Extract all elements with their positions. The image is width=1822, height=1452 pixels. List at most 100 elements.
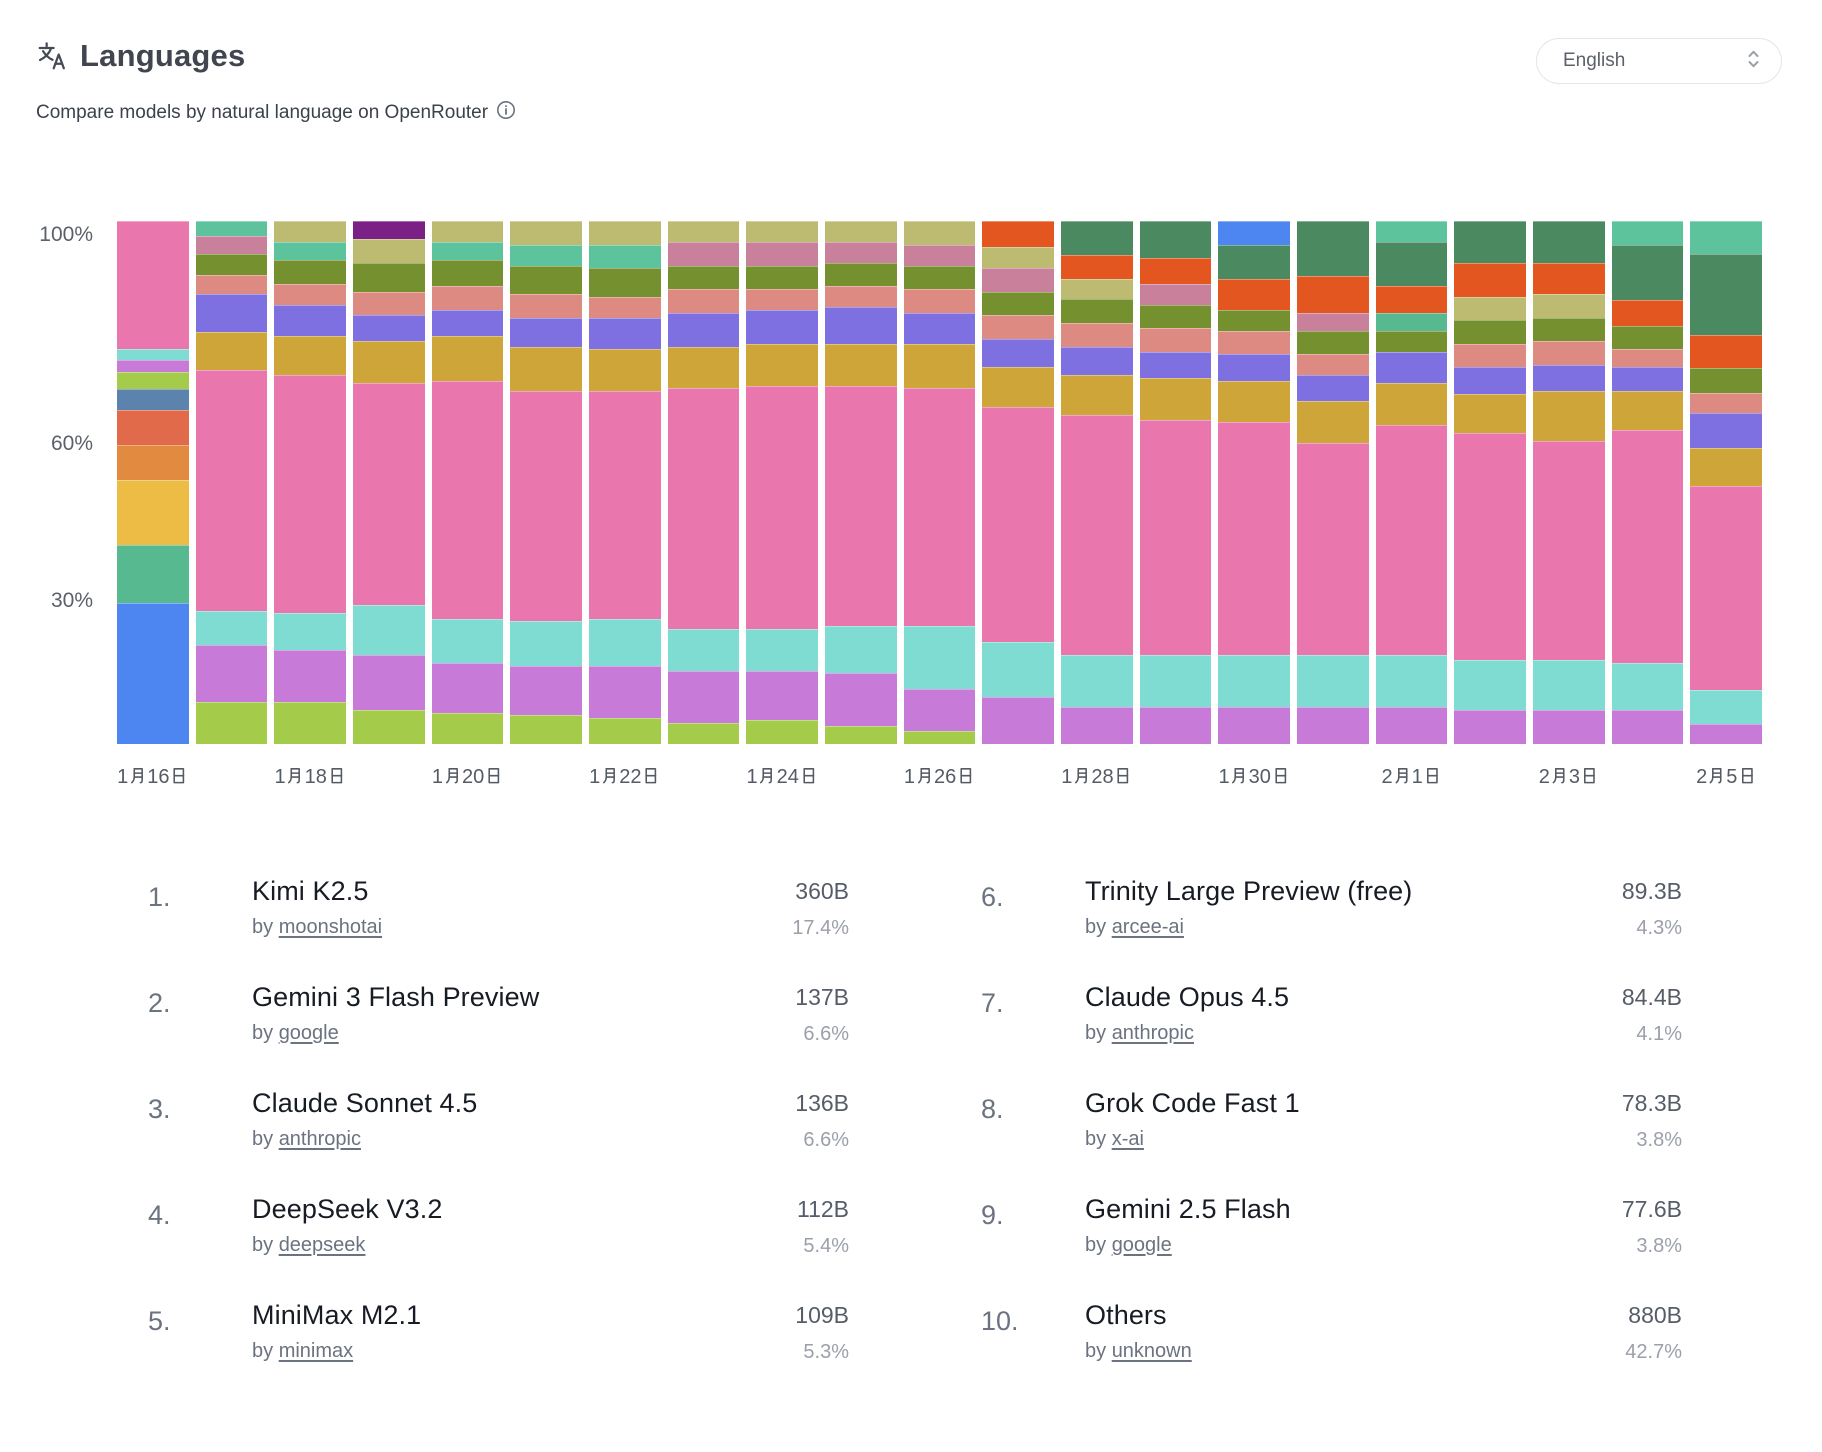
segment-kimi[interactable]: [1061, 221, 1133, 256]
segment-gem3[interactable]: [1690, 448, 1763, 487]
segment-u_chart[interactable]: [510, 715, 583, 744]
model-name[interactable]: Claude Sonnet 4.5: [252, 1088, 478, 1118]
segment-trin[interactable]: [195, 221, 268, 237]
segment-khaki[interactable]: [589, 221, 661, 245]
segment-sonnet[interactable]: [589, 618, 661, 666]
segment-khaki[interactable]: [1061, 278, 1133, 300]
segment-kimi[interactable]: [1454, 221, 1527, 263]
segment-others[interactable]: [825, 385, 897, 627]
provider-link[interactable]: google: [1111, 1234, 1172, 1256]
segment-opus[interactable]: [667, 265, 740, 290]
segment-opus[interactable]: [195, 254, 268, 275]
segment-gem25[interactable]: [1218, 330, 1291, 355]
segment-mm[interactable]: [982, 221, 1055, 248]
segment-sonnet[interactable]: [1061, 655, 1133, 708]
segment-gem3[interactable]: [1297, 401, 1369, 444]
segment-gem25[interactable]: [510, 294, 583, 318]
segment-gem25[interactable]: [1297, 354, 1369, 376]
bar-14[interactable]: [1139, 221, 1212, 744]
segment-sonnet[interactable]: [1611, 662, 1684, 711]
segment-others[interactable]: [510, 391, 583, 622]
segment-others[interactable]: [1454, 432, 1527, 661]
segment-grok[interactable]: [1218, 707, 1291, 744]
segment-grok[interactable]: [431, 662, 504, 713]
segment-sonnet[interactable]: [825, 626, 897, 674]
bar-15[interactable]: [1218, 221, 1291, 744]
segment-others[interactable]: [1139, 419, 1212, 656]
segment-grok[interactable]: [274, 649, 347, 703]
segment-mm[interactable]: [1218, 278, 1291, 310]
segment-mm[interactable]: [1375, 286, 1448, 313]
segment-sonnet[interactable]: [903, 626, 976, 690]
segment-grok[interactable]: [1611, 710, 1684, 744]
segment-khaki[interactable]: [982, 247, 1055, 269]
bar-2[interactable]: [195, 221, 268, 744]
bar-1[interactable]: [117, 221, 189, 744]
segment-gem25[interactable]: [1454, 343, 1527, 368]
segment-others[interactable]: [1061, 414, 1133, 656]
bar-12[interactable]: [982, 221, 1055, 744]
segment-sonnet[interactable]: [431, 618, 504, 663]
segment-gem3[interactable]: [1611, 391, 1684, 431]
segment-grok[interactable]: [1533, 710, 1605, 744]
segment-u_chart[interactable]: [746, 720, 819, 744]
bar-20[interactable]: [1611, 221, 1684, 744]
provider-link[interactable]: anthropic: [278, 1128, 361, 1150]
segment-opus[interactable]: [982, 291, 1055, 316]
segment-grok[interactable]: [195, 644, 268, 703]
segment-rose[interactable]: [825, 241, 897, 263]
bar-11[interactable]: [903, 221, 976, 744]
segment-grok[interactable]: [117, 359, 189, 372]
segment-rose[interactable]: [195, 236, 268, 255]
segment-mm[interactable]: [1454, 262, 1527, 297]
segment-u_chart[interactable]: [353, 710, 425, 744]
segment-opus[interactable]: [1690, 368, 1763, 394]
segment-ds[interactable]: [1611, 367, 1684, 391]
bar-7[interactable]: [589, 221, 661, 744]
segment-kimi[interactable]: [1611, 244, 1684, 300]
segment-khaki[interactable]: [431, 221, 504, 242]
segment-gem25[interactable]: [825, 286, 897, 308]
segment-others[interactable]: [353, 383, 425, 606]
segment-sonnet[interactable]: [1454, 660, 1527, 711]
segment-sonnet[interactable]: [117, 349, 189, 360]
segment-mm[interactable]: [1139, 257, 1212, 284]
segment-grok[interactable]: [1061, 707, 1133, 744]
segment-ds[interactable]: [825, 307, 897, 344]
segment-u_sea[interactable]: [1375, 312, 1448, 331]
segment-kimi[interactable]: [1375, 241, 1448, 287]
bar-9[interactable]: [746, 221, 819, 744]
segment-others[interactable]: [1533, 440, 1605, 661]
segment-ds[interactable]: [1139, 351, 1212, 378]
segment-grok[interactable]: [982, 696, 1055, 744]
segment-u_blue[interactable]: [117, 602, 189, 744]
segment-gem3[interactable]: [195, 331, 268, 371]
segment-opus[interactable]: [1061, 299, 1133, 324]
bar-19[interactable]: [1533, 221, 1605, 744]
segment-ds[interactable]: [510, 317, 583, 347]
ranking-item-7[interactable]: 7. Claude Opus 4.5 by anthropic 84.4B 4.1%: [981, 982, 1682, 1046]
segment-gem3[interactable]: [667, 346, 740, 389]
bar-17[interactable]: [1375, 221, 1448, 744]
segment-opus[interactable]: [1139, 304, 1212, 329]
segment-grok[interactable]: [353, 655, 425, 711]
model-name[interactable]: Kimi K2.5: [252, 876, 369, 906]
segment-trin[interactable]: [431, 241, 504, 261]
segment-kimi[interactable]: [1690, 254, 1763, 336]
segment-ds[interactable]: [982, 338, 1055, 368]
segment-ds[interactable]: [1375, 351, 1448, 384]
segment-rose[interactable]: [903, 244, 976, 266]
segment-others[interactable]: [1375, 424, 1448, 656]
segment-gem25[interactable]: [274, 283, 347, 305]
bar-13[interactable]: [1061, 221, 1133, 744]
segment-opus[interactable]: [1297, 330, 1369, 355]
segment-rose[interactable]: [667, 241, 740, 266]
segment-mm[interactable]: [1690, 335, 1763, 369]
segment-ds[interactable]: [1061, 346, 1133, 376]
segment-u_yellow[interactable]: [117, 479, 189, 546]
segment-ds[interactable]: [746, 309, 819, 344]
ranking-item-4[interactable]: 4. DeepSeek V3.2 by deepseek 112B 5.4%: [148, 1194, 849, 1258]
segment-trin[interactable]: [589, 244, 661, 269]
segment-mm[interactable]: [1533, 262, 1605, 295]
segment-sonnet[interactable]: [1218, 655, 1291, 708]
